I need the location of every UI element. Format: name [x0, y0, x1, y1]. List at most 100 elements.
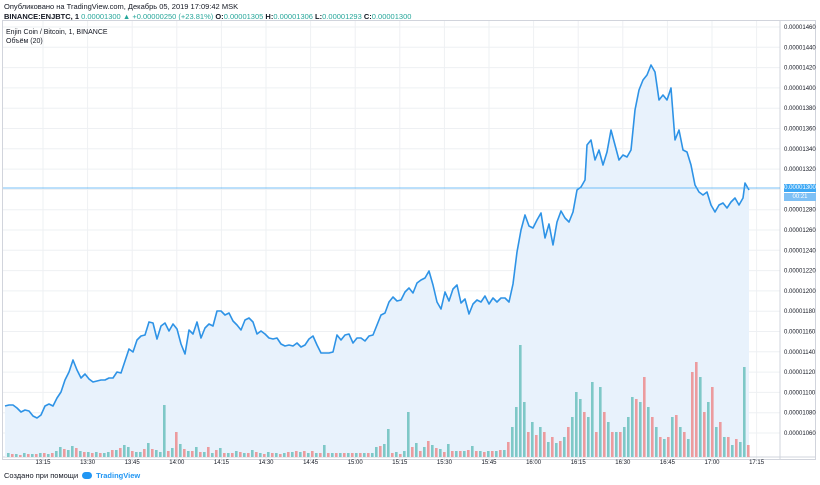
tradingview-link[interactable]: TradingView: [96, 471, 141, 480]
volume-bar: [347, 453, 350, 457]
volume-bar: [119, 448, 122, 457]
volume-bar: [411, 447, 414, 457]
volume-bar: [387, 429, 390, 457]
volume-bar: [527, 432, 530, 457]
volume-bar: [595, 432, 598, 457]
published-label: Опубликовано на TradingView.com, Декабрь…: [4, 2, 239, 11]
footer: Создано при помощи TradingView: [4, 471, 140, 480]
y-tick-label: 0.00001240: [784, 248, 816, 254]
volume-bar: [635, 399, 638, 457]
volume-bar: [391, 453, 394, 457]
x-tick-label: 17:00: [704, 460, 720, 466]
volume-bar: [575, 392, 578, 457]
volume-bar: [515, 407, 518, 457]
volume-bar: [211, 453, 214, 457]
volume-bar: [243, 453, 246, 457]
volume-bar: [283, 453, 286, 457]
y-tick-label: 0.00001220: [784, 269, 816, 275]
cloud-icon: [82, 472, 93, 479]
volume-bar: [371, 453, 374, 457]
volume-bar: [351, 453, 354, 457]
volume-bar: [647, 407, 650, 457]
x-tick-label: 13:45: [125, 460, 141, 466]
volume-bar: [487, 451, 490, 457]
x-tick-label: 13:15: [35, 460, 51, 466]
footer-text: Создано при помощи: [4, 471, 79, 480]
volume-bar: [403, 451, 406, 457]
volume-bar: [251, 450, 254, 457]
volume-bar: [215, 450, 218, 457]
low-label: L:: [315, 12, 323, 21]
volume-bar: [379, 446, 382, 457]
y-tick-label: 0.00001400: [784, 86, 816, 92]
symbol-header: BINANCE:ENJBTC, 1 0.00001300 ▲ +0.000002…: [4, 12, 411, 21]
volume-bar: [711, 387, 714, 457]
volume-bar: [463, 451, 466, 457]
volume-bar: [75, 448, 78, 457]
y-tick-label: 0.00001340: [784, 147, 816, 153]
volume-bar: [395, 452, 398, 457]
volume-bar: [323, 445, 326, 457]
volume-bar: [551, 437, 554, 457]
y-tick-label: 0.00001420: [784, 66, 816, 72]
volume-bar: [659, 437, 662, 457]
volume-bar: [47, 454, 50, 457]
y-tick-label: 0.00001280: [784, 208, 816, 214]
volume-bar: [407, 412, 410, 457]
x-tick-label: 15:00: [348, 460, 364, 466]
volume-bar: [491, 451, 494, 457]
volume-bar: [359, 453, 362, 457]
current-price-tag: 0.00001300: [784, 184, 816, 192]
volume-bar: [107, 452, 110, 457]
volume-bar: [335, 453, 338, 457]
volume-bar: [135, 452, 138, 457]
y-tick-label: 0.00001160: [784, 330, 816, 336]
volume-bar: [163, 405, 166, 457]
volume-bar: [207, 447, 210, 457]
volume-bar: [179, 444, 182, 457]
volume-bar: [191, 451, 194, 457]
volume-bar: [571, 417, 574, 457]
volume-bar: [199, 452, 202, 457]
price-line: [4, 64, 750, 419]
volume-bar: [727, 437, 730, 457]
volume-bar: [399, 454, 402, 457]
volume-bar: [427, 441, 430, 457]
volume-bar: [123, 445, 126, 457]
volume-bar: [503, 450, 506, 457]
x-tick-label: 15:15: [392, 460, 408, 466]
volume-bar: [275, 453, 278, 457]
volume-bar: [627, 417, 630, 457]
y-tick-label: 0.00001380: [784, 106, 816, 112]
volume-bar: [299, 452, 302, 457]
volume-bar: [691, 372, 694, 457]
high-value: 0.00001306: [273, 12, 313, 21]
volume-bar: [703, 412, 706, 457]
close-value: 0.00001300: [371, 12, 412, 21]
volume-bar: [539, 427, 542, 457]
symbol: BINANCE:ENJBTC, 1: [4, 12, 80, 21]
volume-bar: [99, 453, 102, 457]
volume-bar: [295, 451, 298, 457]
volume-bar: [471, 446, 474, 457]
volume-bar: [291, 452, 294, 457]
volume-bar: [139, 452, 142, 457]
volume-bar: [695, 362, 698, 457]
y-tick-label: 0.00001360: [784, 127, 816, 133]
x-tick-label: 16:15: [571, 460, 587, 466]
x-tick-label: 14:15: [214, 460, 230, 466]
volume-bar: [271, 453, 274, 457]
volume-bar: [519, 345, 522, 457]
y-tick-label: 0.00001260: [784, 228, 816, 234]
y-tick-label: 0.00001180: [784, 309, 816, 315]
volume-bar: [443, 452, 446, 457]
volume-bar: [467, 450, 470, 457]
volume-bar: [451, 451, 454, 457]
volume-bar: [235, 451, 238, 457]
volume-bar: [263, 454, 266, 457]
volume-bar: [355, 453, 358, 457]
volume-bar: [687, 439, 690, 457]
volume-bar: [247, 453, 250, 457]
volume-bar: [563, 437, 566, 457]
